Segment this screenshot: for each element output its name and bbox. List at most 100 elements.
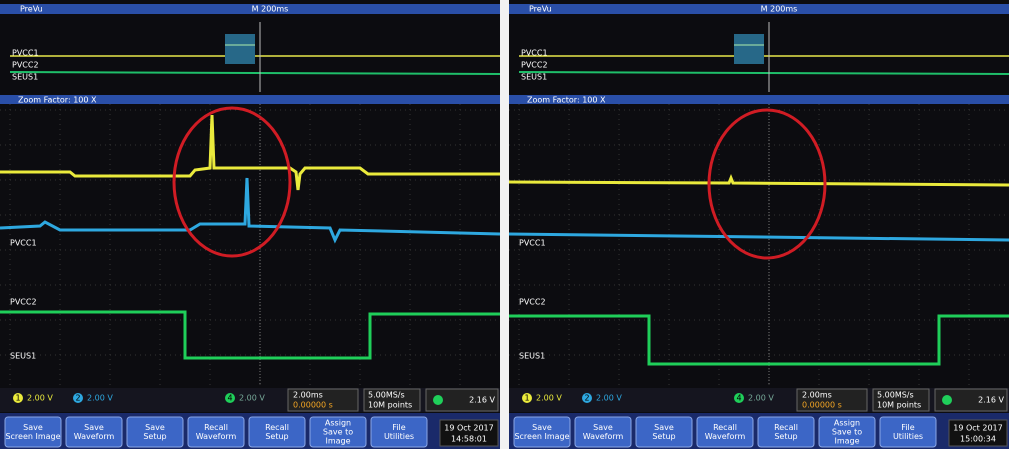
horizontal-scale: 2.00ms [802,391,832,400]
menu-button-label: Utilities [384,432,414,441]
channel-scale: 2.00 V [87,394,113,403]
zoom-factor: Zoom Factor: 100 X [527,96,606,105]
horizontal-box [287,388,359,412]
menu-button-label: Screen Image [514,432,569,441]
menu-button[interactable] [370,416,428,448]
trace-pvcc2 [508,232,1009,242]
menu-button[interactable] [513,416,571,448]
record-length: 10M points [368,401,412,410]
horizontal-box [796,388,868,412]
trace-seus1 [509,314,1009,366]
preview-burst [225,34,255,64]
menu-button-label: File [392,423,405,432]
acq-box [363,388,421,412]
horizontal-position: 0.00000 s [802,401,842,410]
trigger-level: 2.16 V [978,396,1004,405]
menu-button-label: Recall [713,423,737,432]
preview-channel-label: PVCC2 [521,61,548,70]
timebase: M 200ms [761,5,798,14]
horizontal-scale: 2.00ms [293,391,323,400]
sample-rate: 5.00MS/s [368,391,405,400]
menu-button-label: Save [654,423,674,432]
menu-button[interactable] [635,416,693,448]
zoom-header [0,95,500,104]
channel-label: PVCC1 [519,239,546,248]
record-length: 10M points [877,401,921,410]
trigger-box [934,388,1008,412]
channel-id: 2 [75,394,80,403]
menu-button-label: Waveform [196,432,237,441]
menu-button-label: Image [325,437,350,446]
preview-title: PreVu [20,5,43,14]
channel-scale: 2.00 V [596,394,622,403]
preview-green [9,71,501,75]
timebase: M 200ms [252,5,289,14]
trace-pvcc1 [0,114,500,191]
zoom-factor: Zoom Factor: 100 X [18,96,97,105]
menu-button-label: Save to [323,428,353,437]
channel-badge [73,393,83,403]
menu-button[interactable] [757,416,815,448]
menu-button-label: Screen Image [5,432,60,441]
preview-channel-label: SEUS1 [12,73,38,82]
trigger-box [425,388,499,412]
preview-title: PreVu [529,5,552,14]
channel-id: 1 [524,394,529,403]
menu-button[interactable] [248,416,306,448]
time: 15:00:34 [960,435,996,444]
menu-button-label: Save [593,423,613,432]
menu-button-label: Save to [832,428,862,437]
menu-button[interactable] [696,416,754,448]
sample-rate: 5.00MS/s [877,391,914,400]
channel-id: 4 [227,394,232,403]
menu-button-label: Recall [265,423,289,432]
preview-channel-label: PVCC1 [12,49,39,58]
menu-button-label: Setup [143,432,166,441]
date: 19 Oct 2017 [444,424,493,433]
date: 19 Oct 2017 [953,424,1002,433]
menu-button[interactable] [574,416,632,448]
preview-green [518,71,1009,75]
menu-button-label: Waveform [705,432,746,441]
channel-badge [734,393,744,403]
menu-button[interactable] [818,416,876,448]
preview-header [509,4,1009,14]
acq-box [872,388,930,412]
time: 14:58:01 [451,435,487,444]
menu-button-label: Save [84,423,104,432]
menu-button-label: Save [145,423,165,432]
channel-scale: 2.00 V [27,394,53,403]
menu-button-label: Save [532,423,552,432]
menu-button-label: Waveform [583,432,624,441]
trace-pvcc2 [0,177,501,244]
horizontal-position: 0.00000 s [293,401,333,410]
menu-button-label: Setup [652,432,675,441]
scope-panel: PreVu M 200ms PVCC1 PVCC2 SEUS1 Zoom Factor: … [0,0,501,449]
clock-box [948,419,1008,447]
channel-id: 1 [15,394,20,403]
zoom-header [509,95,1009,104]
channel-scale: 2.00 V [748,394,774,403]
menu-button[interactable] [4,416,62,448]
menu-button[interactable] [309,416,367,448]
menu-button[interactable] [126,416,184,448]
channel-scale: 2.00 V [239,394,265,403]
trace-seus1 [0,310,500,360]
clock-box [439,419,499,447]
channel-badge [522,393,532,403]
channel-badge [13,393,23,403]
channel-badge [582,393,592,403]
menu-button-label: Utilities [893,432,923,441]
menu-button[interactable] [187,416,245,448]
menu-button[interactable] [879,416,937,448]
trigger-badge [433,395,443,405]
channel-badge [225,393,235,403]
channel-id: 2 [584,394,589,403]
channel-label: PVCC2 [10,298,37,307]
preview-channel-label: SEUS1 [521,73,547,82]
channel-label: SEUS1 [519,352,545,361]
menu-button-label: Waveform [74,432,115,441]
menu-button[interactable] [65,416,123,448]
